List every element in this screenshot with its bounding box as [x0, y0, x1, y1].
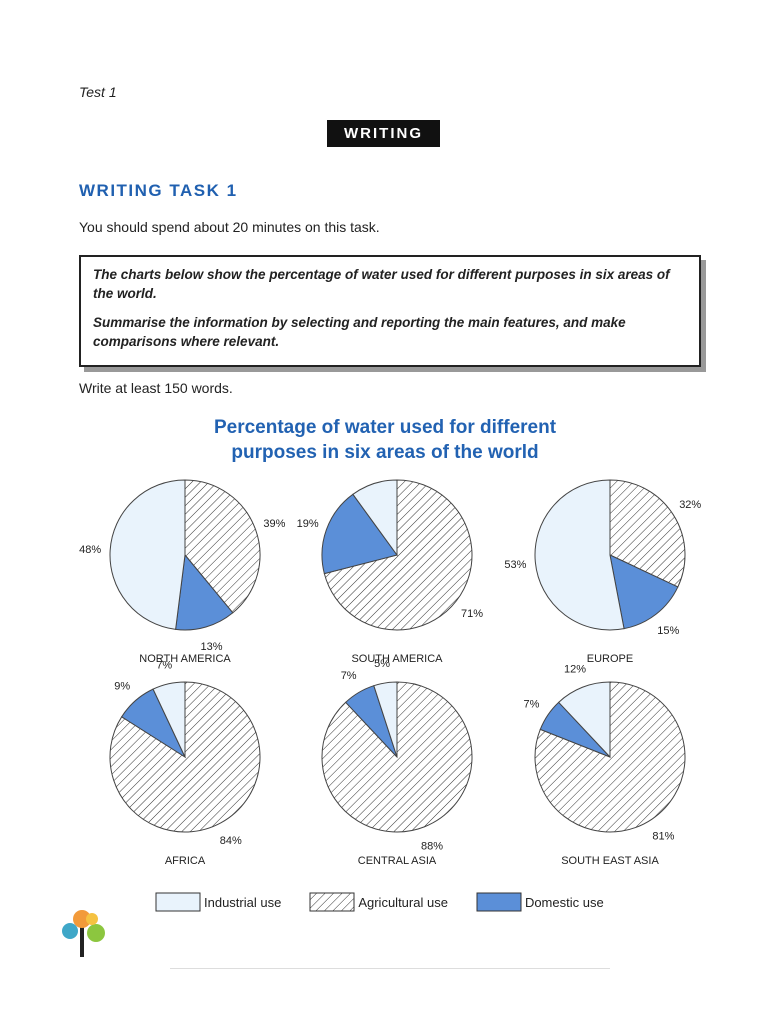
- pie-slice: [534, 479, 625, 631]
- pie-slice: [175, 553, 234, 631]
- pie-label: 81%: [652, 831, 674, 843]
- pie-slice: [352, 479, 398, 557]
- section-heading: WRITING: [327, 120, 440, 147]
- pie-slice: [557, 681, 611, 759]
- region-label: EUROPE: [587, 653, 633, 665]
- pie-slice: [109, 479, 186, 630]
- pie-label: 84%: [220, 835, 242, 847]
- test-label: Test 1: [79, 84, 117, 100]
- pie-label: 32%: [679, 499, 701, 511]
- legend-item: Industrial use: [155, 892, 281, 912]
- pie-slice: [184, 479, 261, 614]
- pie-label: 12%: [564, 664, 586, 676]
- legend-label: Agricultural use: [358, 894, 448, 910]
- swatch: [476, 892, 522, 912]
- prompt-text: Summarise the information by selecting a…: [93, 315, 626, 349]
- region-label: SOUTH AMERICA: [351, 653, 443, 665]
- pie-slice: [373, 681, 398, 758]
- pie-label: 5%: [374, 658, 390, 670]
- region-label: NORTH AMERICA: [139, 653, 231, 665]
- swatch: [309, 892, 355, 912]
- prompt-box: The charts below show the percentage of …: [79, 255, 701, 367]
- prompt-text: The charts below show the percentage of …: [93, 267, 670, 301]
- pie-label: 9%: [114, 681, 130, 693]
- pie-label: 19%: [297, 518, 319, 530]
- legend-label: Domestic use: [524, 894, 604, 910]
- pie-label: 88%: [421, 840, 443, 852]
- pie-slice: [323, 479, 473, 631]
- pie-slice: [609, 554, 679, 630]
- legend-label: Industrial use: [204, 894, 282, 910]
- legend-swatch: [309, 892, 355, 912]
- rule: [170, 968, 610, 969]
- pie-label: 7%: [523, 699, 539, 711]
- word-count: Write at least 150 words.: [79, 380, 233, 396]
- logo: [62, 910, 105, 957]
- pie-slice: [534, 681, 686, 833]
- legend-item: Domestic use: [476, 892, 604, 912]
- pie-label: 39%: [263, 518, 285, 530]
- region-label: CENTRAL ASIA: [358, 855, 437, 867]
- pie-label: 15%: [657, 625, 679, 637]
- legend-swatch: [155, 892, 201, 912]
- pie-charts: 39% 13% 48% NORTH AMERICA 71% 19% 10% SOUTH AME…: [79, 470, 701, 867]
- pie-label: 7%: [341, 670, 357, 682]
- pie-slice: [609, 479, 686, 588]
- legend: Industrial use Agricultural use Domestic u…: [155, 892, 604, 912]
- pie-label: 48%: [79, 544, 101, 556]
- pie-slice: [152, 681, 186, 758]
- pie-label: 10%: [357, 470, 379, 472]
- region-label: AFRICA: [165, 855, 206, 867]
- swatch: [155, 892, 201, 912]
- pie-label: 71%: [461, 608, 483, 620]
- task-heading: WRITING TASK 1: [79, 181, 238, 200]
- legend-item: Agricultural use: [309, 892, 448, 912]
- pie-label: 13%: [200, 641, 222, 653]
- pie-label: 53%: [504, 559, 526, 571]
- instruction: You should spend about 20 minutes on thi…: [79, 219, 380, 235]
- region-label: SOUTH EAST ASIA: [561, 855, 659, 867]
- figure-title: Percentage of water used for different p…: [213, 417, 557, 463]
- pie-slice: [321, 493, 398, 575]
- legend-swatch: [476, 892, 522, 912]
- pie-label: 7%: [156, 659, 172, 671]
